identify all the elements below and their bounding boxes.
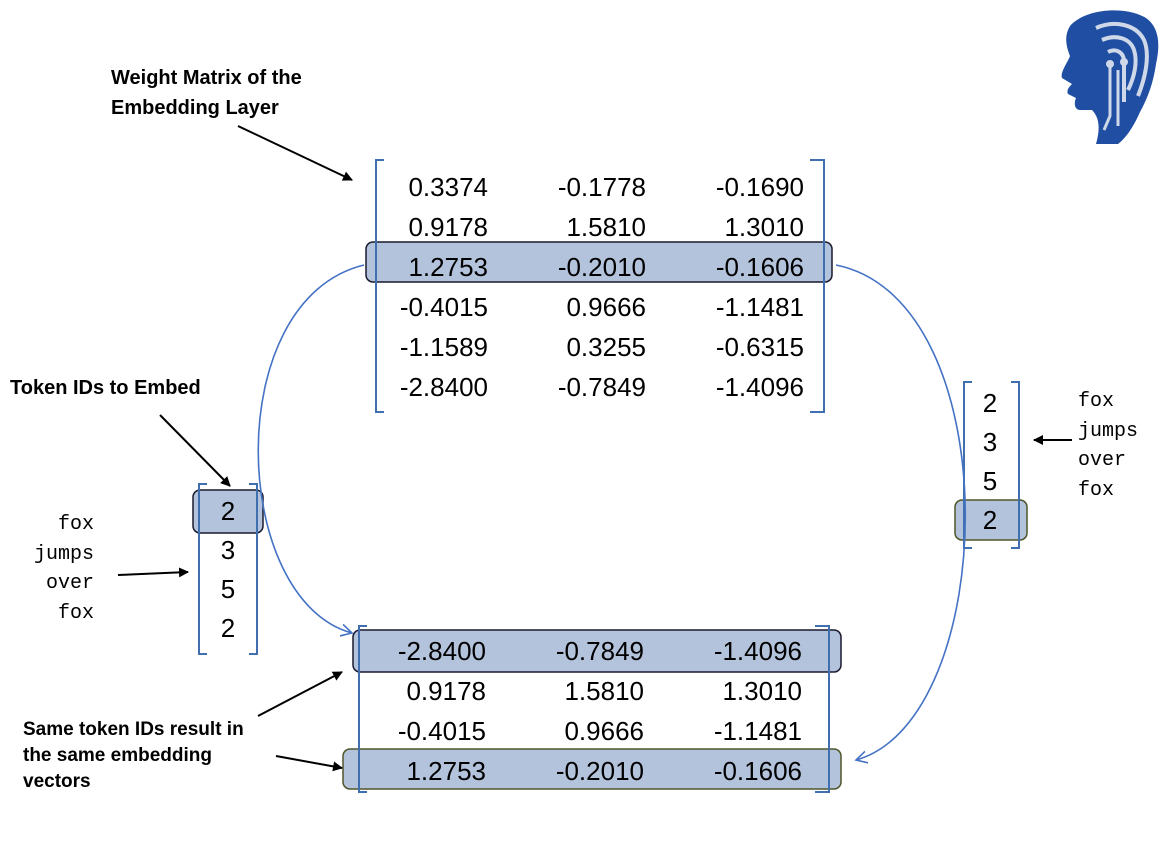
matrix-cell: -0.7849 [555, 636, 644, 666]
output-row4-highlight [342, 748, 842, 790]
token-id: 2 [982, 388, 998, 418]
matrix-row: 0.9178 1.5810 1.3010 [368, 671, 802, 711]
matrix-cell: 0.3255 [566, 332, 646, 362]
left-token-words: fox jumps over fox [10, 510, 94, 628]
right-token-ids: 2 3 5 2 [970, 384, 1010, 540]
matrix-cell: -0.7849 [557, 372, 646, 402]
matrix-cell: -1.4096 [715, 372, 804, 402]
token-word: over [45, 572, 94, 595]
matrix-row: -0.4015 0.9666 -1.1481 [370, 287, 804, 327]
token-id: 5 [220, 574, 236, 604]
token-word: over [1078, 449, 1127, 472]
matrix-cell: -2.8400 [397, 636, 486, 666]
token-word: jumps [33, 542, 94, 566]
matrix-row: -2.8400 -0.7849 -1.4096 [370, 367, 804, 407]
matrix-cell: -1.1481 [715, 292, 804, 322]
left-ids-bracket-left [198, 483, 207, 655]
right-id-highlight [954, 499, 1028, 541]
matrix-cell: 1.5810 [566, 212, 646, 242]
matrix-cell: -2.8400 [399, 372, 488, 402]
matrix-cell: -0.4015 [397, 716, 486, 746]
matrix-row: 1.2753 -0.2010 -0.1606 [368, 751, 802, 791]
right-ids-bracket-left [963, 381, 972, 549]
matrix-cell: -1.1481 [713, 716, 802, 746]
token-id: 5 [982, 466, 998, 496]
output-bracket-right [815, 625, 830, 793]
output-bracket-left [358, 625, 367, 793]
left-words-arrow [117, 567, 189, 578]
matrix-cell: 0.9178 [408, 212, 488, 242]
weight-matrix: 0.3374 -0.1778 -0.1690 0.9178 1.5810 1.3… [370, 167, 804, 407]
token-word: fox [1078, 390, 1115, 413]
matrix-cell: 0.9666 [564, 716, 644, 746]
matrix-cell: 0.9178 [406, 676, 486, 706]
token-word: fox [57, 513, 94, 536]
matrix-cell: 0.3374 [408, 172, 488, 202]
matrix-cell: 1.3010 [724, 212, 804, 242]
token-id: 3 [220, 535, 236, 565]
matrix-cell: -0.1606 [713, 756, 802, 786]
matrix-cell: -0.1606 [715, 252, 804, 282]
output-matrix: -2.8400 -0.7849 -1.4096 0.9178 1.5810 1.… [368, 631, 802, 791]
matrix-cell: 1.2753 [406, 756, 486, 786]
matrix-row: -1.1589 0.3255 -0.6315 [370, 327, 804, 367]
token-id: 2 [220, 496, 236, 526]
left-ids-bracket-right [249, 483, 258, 655]
matrix-row: 0.9178 1.5810 1.3010 [370, 207, 804, 247]
matrix-cell: -0.1778 [557, 172, 646, 202]
matrix-cell: 1.2753 [408, 252, 488, 282]
token-id: 2 [220, 613, 236, 643]
matrix-cell: -0.6315 [715, 332, 804, 362]
matrix-row: 0.3374 -0.1778 -0.1690 [370, 167, 804, 207]
right-curve-arrow [835, 264, 967, 760]
matrix-cell: -0.2010 [557, 252, 646, 282]
same-ids-arrow-2 [275, 755, 343, 772]
matrix-cell: 0.9666 [566, 292, 646, 322]
weight-label-arrow [237, 125, 353, 181]
matrix-cell: 1.3010 [722, 676, 802, 706]
right-token-words: fox jumps over fox [1078, 387, 1138, 505]
weight-matrix-label: Weight Matrix of the Embedding Layer [111, 67, 302, 119]
token-ids-label: Token IDs to Embed [10, 377, 201, 399]
same-ids-arrow-1 [257, 671, 343, 717]
token-id: 3 [982, 427, 998, 457]
token-word: fox [57, 601, 94, 625]
left-curve-arrow [257, 264, 365, 633]
weight-bracket-left [375, 159, 384, 413]
matrix-cell: -1.1589 [399, 332, 488, 362]
matrix-cell: -0.2010 [555, 756, 644, 786]
right-ids-bracket-right [1011, 381, 1020, 549]
weight-bracket-right [810, 159, 825, 413]
matrix-row: -2.8400 -0.7849 -1.4096 [368, 631, 802, 671]
head-circuit-logo [1061, 10, 1159, 144]
output-row1-highlight [352, 629, 842, 673]
left-token-ids: 2 3 5 2 [208, 492, 248, 648]
matrix-cell: -1.4096 [713, 636, 802, 666]
same-ids-label: Same token IDs result in the same embedd… [23, 719, 244, 792]
token-label-arrow [159, 414, 231, 487]
matrix-cell: -0.1690 [715, 172, 804, 202]
left-id-highlight [192, 489, 264, 534]
token-word: fox [1078, 478, 1115, 502]
token-word: jumps [1078, 419, 1139, 443]
matrix-row: -0.4015 0.9666 -1.1481 [368, 711, 802, 751]
matrix-cell: 1.5810 [564, 676, 644, 706]
token-id: 2 [982, 505, 998, 535]
weight-row-highlight [365, 241, 833, 283]
matrix-cell: -0.4015 [399, 292, 488, 322]
matrix-row: 1.2753 -0.2010 -0.1606 [370, 247, 804, 287]
